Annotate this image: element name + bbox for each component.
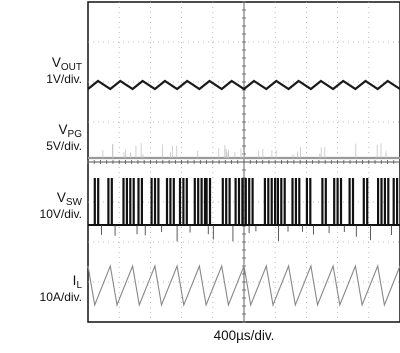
vsw-pulse: [276, 178, 279, 225]
vsw-pulse: [283, 178, 286, 225]
vsw-pulse: [225, 178, 228, 225]
vsw-pulse: [333, 178, 336, 225]
vsw-pulse: [291, 178, 294, 225]
vsw-pulse: [125, 178, 128, 225]
vsw-pulse: [228, 178, 231, 225]
il-scale: 10A/div.: [39, 290, 82, 304]
il-symbol: I: [72, 273, 77, 288]
vsw-pulse: [165, 178, 169, 225]
trace-label-il: IL 10A/div.: [39, 273, 82, 305]
vsw-pulse: [197, 178, 200, 225]
vsw-pulse: [169, 178, 172, 225]
vout-symbol: V: [51, 55, 61, 70]
vsw-pulse: [263, 178, 266, 225]
vsw-pulse: [200, 178, 203, 225]
vpg-subscript: PG: [67, 129, 82, 140]
vsw-pulse: [203, 178, 207, 225]
vsw-pulse: [241, 178, 244, 225]
vsw-pulse: [234, 178, 237, 225]
vsw-pulse: [193, 178, 196, 225]
vsw-pulse: [107, 178, 110, 225]
vout-subscript: OUT: [60, 62, 82, 73]
vsw-scale: 10V/div.: [39, 207, 82, 221]
vsw-pulse: [129, 178, 132, 225]
vsw-pulse: [298, 178, 301, 225]
vsw-subscript: SW: [65, 197, 82, 208]
vsw-pulse: [132, 178, 135, 225]
vsw-pulse: [396, 178, 399, 225]
vsw-pulse: [348, 178, 351, 225]
vsw-pulse: [362, 178, 365, 225]
vsw-pulse: [280, 178, 283, 225]
vsw-pulse: [377, 178, 380, 225]
x-axis-label: 400µs/div.: [213, 328, 275, 343]
vsw-pulse: [97, 178, 100, 225]
vsw-pulse: [208, 178, 212, 225]
vsw-pulse: [122, 178, 125, 225]
vsw-pulse: [157, 178, 160, 225]
vsw-pulse: [237, 178, 241, 225]
vout-scale: 1V/div.: [46, 72, 82, 86]
vsw-pulse: [267, 178, 270, 225]
vsw-pulse: [294, 178, 297, 225]
vsw-pulse: [205, 178, 208, 225]
vsw-pulse: [380, 178, 383, 225]
vsw-pulse: [140, 178, 143, 225]
vsw-pulse: [153, 178, 157, 225]
trace-label-vsw: VSW 10V/div.: [39, 190, 82, 222]
vsw-pulse: [309, 178, 312, 225]
vsw-pulse: [221, 178, 224, 225]
vsw-pulse: [274, 178, 277, 225]
vsw-pulse: [137, 178, 140, 225]
vsw-pulse: [248, 178, 251, 225]
vsw-pulse: [305, 178, 308, 225]
vsw-pulse: [150, 178, 153, 225]
vsw-pulse: [244, 178, 247, 225]
vsw-pulse: [351, 178, 355, 225]
vpg-symbol: V: [58, 122, 68, 137]
vsw-pulse: [251, 178, 254, 225]
vpg-scale: 5V/div.: [46, 139, 82, 153]
vsw-symbol: V: [56, 190, 66, 205]
vsw-pulse: [324, 178, 327, 225]
vsw-pulse: [387, 178, 390, 225]
vsw-pulse: [321, 178, 324, 225]
trace-label-vpg: VPG 5V/div.: [46, 122, 82, 154]
vsw-pulse: [366, 178, 369, 225]
vsw-pulse: [178, 178, 182, 225]
trace-label-vout: VOUT 1V/div.: [46, 55, 82, 87]
vsw-pulse: [383, 178, 386, 225]
vsw-pulse: [392, 178, 395, 225]
vsw-pulse: [93, 178, 96, 225]
vsw-pulse: [182, 178, 185, 225]
il-subscript: L: [76, 280, 82, 291]
vsw-pulse: [339, 178, 343, 225]
vsw-pulse: [270, 178, 273, 225]
vout-waveform: [87, 79, 400, 91]
vsw-pulse: [185, 178, 188, 225]
vsw-pulse: [336, 178, 339, 225]
il-waveform: [87, 263, 400, 308]
vsw-pulse: [172, 178, 175, 225]
vsw-pulse: [110, 178, 113, 225]
